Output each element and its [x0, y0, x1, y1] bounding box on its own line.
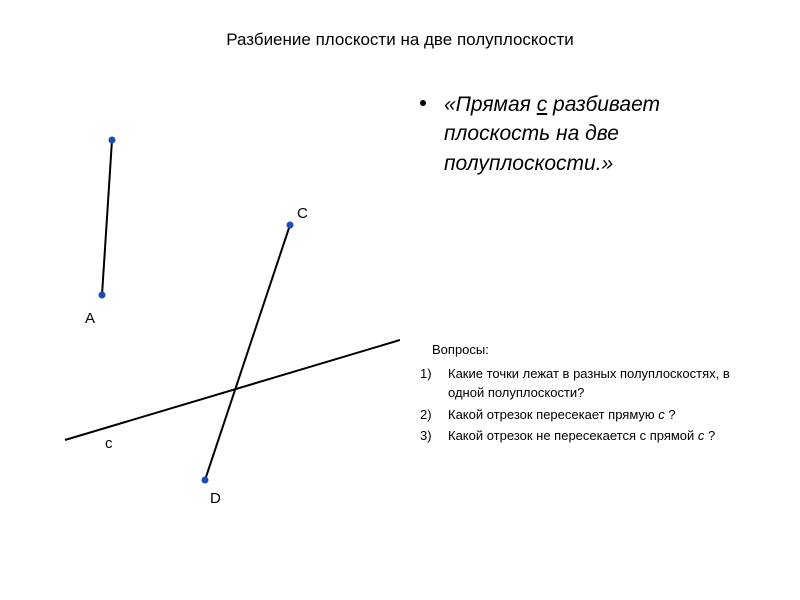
question-text: Какой отрезок пересекает прямую c ?	[448, 405, 760, 425]
main-statement-block: «Прямая c разбивает плоскость на две пол…	[420, 90, 750, 178]
label-c-line: c	[105, 435, 113, 452]
q2-post: ?	[665, 407, 676, 422]
geometry-diagram: A C D c	[50, 130, 400, 530]
question-item: 3) Какой отрезок не пересекается с прямо…	[420, 426, 760, 446]
label-c-point: C	[297, 205, 308, 222]
statement-pre: «Прямая	[444, 93, 537, 116]
questions-heading: Вопросы:	[432, 340, 760, 360]
question-num: 1)	[420, 364, 448, 403]
bullet-row: «Прямая c разбивает плоскость на две пол…	[420, 90, 750, 178]
diagram-svg	[50, 130, 400, 530]
question-num: 3)	[420, 426, 448, 446]
statement-underlined: c	[537, 93, 548, 116]
questions-block: Вопросы: 1) Какие точки лежат в разных п…	[420, 340, 760, 448]
q2-pre: Какой отрезок пересекает прямую	[448, 407, 658, 422]
question-num: 2)	[420, 405, 448, 425]
question-text: Какой отрезок не пересекается с прямой c…	[448, 426, 760, 446]
label-d: D	[210, 490, 221, 507]
question-item: 2) Какой отрезок пересекает прямую c ?	[420, 405, 760, 425]
q3-post: ?	[704, 428, 715, 443]
main-statement: «Прямая c разбивает плоскость на две пол…	[444, 90, 750, 178]
bullet-icon	[420, 100, 426, 106]
question-text: Какие точки лежат в разных полуплоскостя…	[448, 364, 760, 403]
question-item: 1) Какие точки лежат в разных полуплоско…	[420, 364, 760, 403]
label-a: A	[85, 310, 95, 327]
q3-pre: Какой отрезок не пересекается с прямой	[448, 428, 698, 443]
page-title: Разбиение плоскости на две полуплоскости	[0, 30, 800, 50]
